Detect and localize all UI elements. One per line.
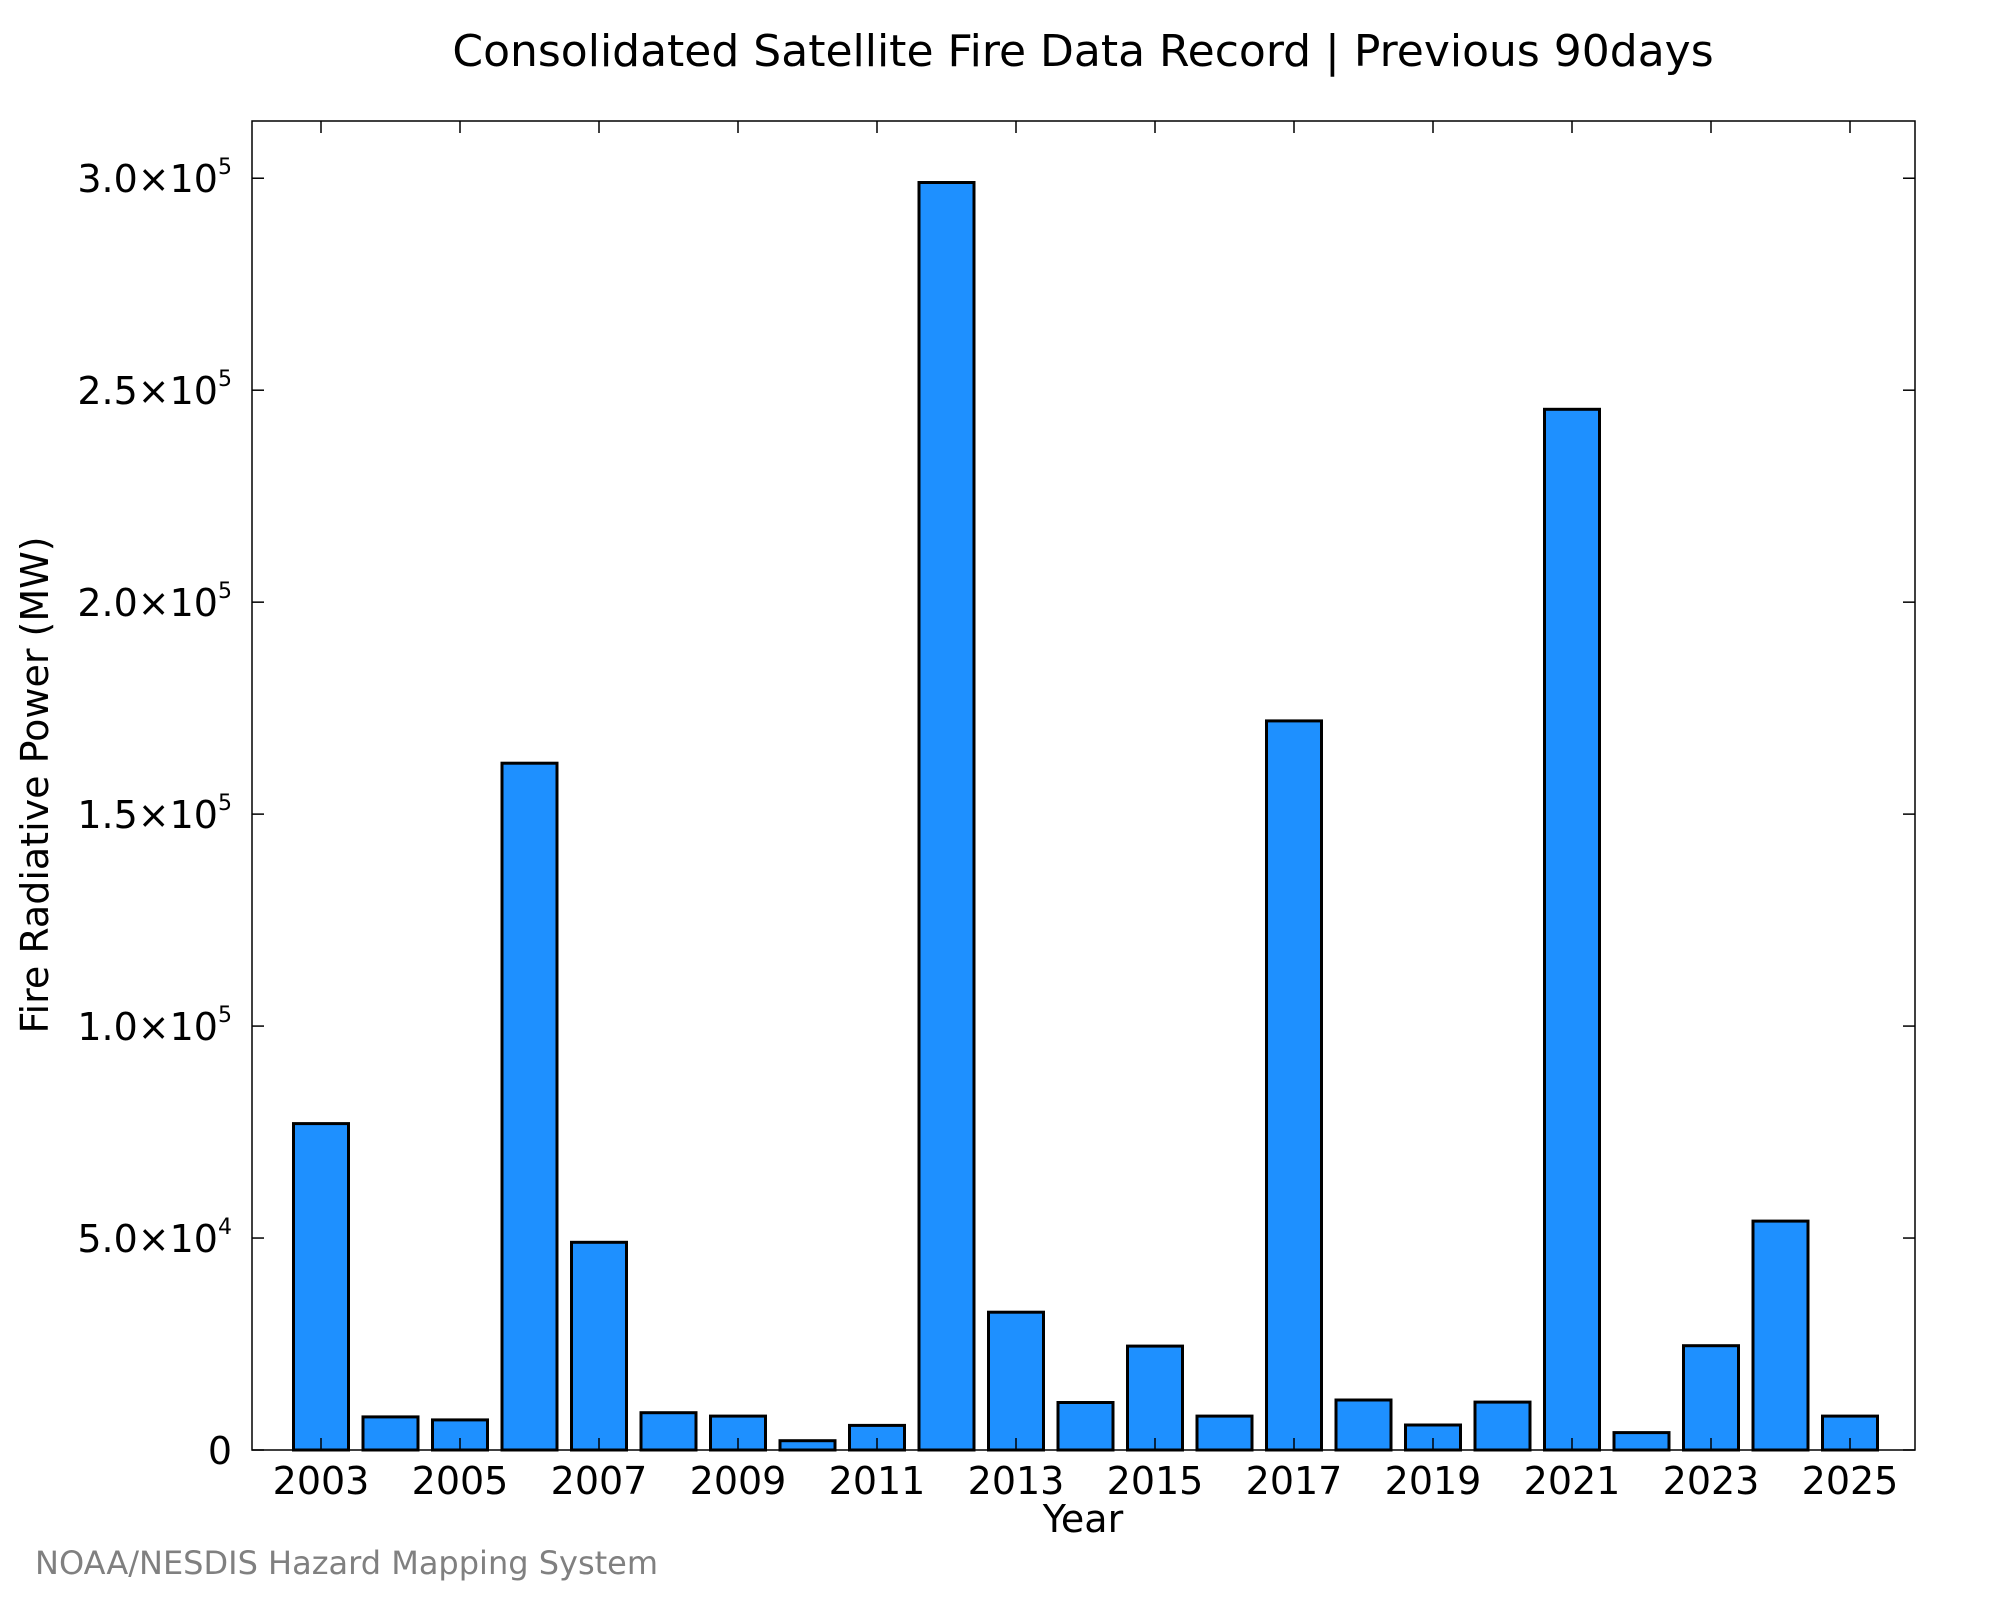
bar-2015 <box>1126 1344 1184 1452</box>
bar-2016 <box>1195 1414 1254 1452</box>
x-axis-label: Year <box>1042 1497 1124 1541</box>
bar-2006 <box>500 761 559 1452</box>
bars-group <box>292 181 1879 1452</box>
y-tick-label: 3.0×105 <box>77 155 232 201</box>
bar-2012 <box>917 181 976 1452</box>
bar-2007 <box>570 1240 628 1452</box>
y-tick-label: 1.0×105 <box>77 1003 232 1049</box>
x-tick-label-2019: 2019 <box>1385 1459 1482 1503</box>
y-axis-ticks: 0 5.0×104 1.0×105 1.5×105 2.0×105 2.5×105 3.0×… <box>77 155 1915 1473</box>
x-tick-label-2011: 2011 <box>829 1459 926 1503</box>
x-tick-label-2007: 2007 <box>551 1459 648 1503</box>
bar-2013 <box>987 1310 1045 1452</box>
x-axis-ticks: 2003 2005 2007 2009 2011 2013 2015 2017 2019 2021… <box>273 121 1899 1503</box>
y-tick-label: 2.5×105 <box>77 367 232 413</box>
bar-2024 <box>1751 1219 1810 1452</box>
y-tick-label: 1.5×105 <box>77 791 232 837</box>
bar-2018 <box>1334 1398 1393 1452</box>
bar-2020 <box>1473 1400 1532 1452</box>
bar-2021 <box>1543 407 1601 1452</box>
y-tick-label: 0 <box>208 1429 232 1473</box>
bar-2010 <box>778 1439 837 1452</box>
bar-2003 <box>292 1122 350 1452</box>
x-tick-label-2003: 2003 <box>273 1459 370 1503</box>
y-tick-label: 5.0×104 <box>77 1215 232 1261</box>
bar-2017 <box>1265 719 1323 1452</box>
x-tick-label-2017: 2017 <box>1246 1459 1343 1503</box>
bar-2014 <box>1056 1401 1115 1452</box>
y-axis-label: Fire Radiative Power (MW) <box>13 536 57 1033</box>
bar-2004 <box>361 1415 420 1452</box>
chart-title: Consolidated Satellite Fire Data Record … <box>452 26 1713 77</box>
x-tick-label-2021: 2021 <box>1524 1459 1621 1503</box>
x-tick-label-2013: 2013 <box>968 1459 1065 1503</box>
x-tick-label-2009: 2009 <box>690 1459 787 1503</box>
plot-frame <box>251 120 1916 1451</box>
x-tick-label-2023: 2023 <box>1663 1459 1760 1503</box>
bar-2023 <box>1682 1344 1740 1452</box>
bar-2022 <box>1612 1431 1671 1452</box>
y-tick-label: 2.0×105 <box>77 579 232 625</box>
credit-text: NOAA/NESDIS Hazard Mapping System <box>35 1544 658 1582</box>
x-tick-label-2005: 2005 <box>412 1459 509 1503</box>
bar-2008 <box>639 1411 698 1452</box>
x-tick-label-2015: 2015 <box>1107 1459 1204 1503</box>
x-tick-label-2025: 2025 <box>1802 1459 1899 1503</box>
